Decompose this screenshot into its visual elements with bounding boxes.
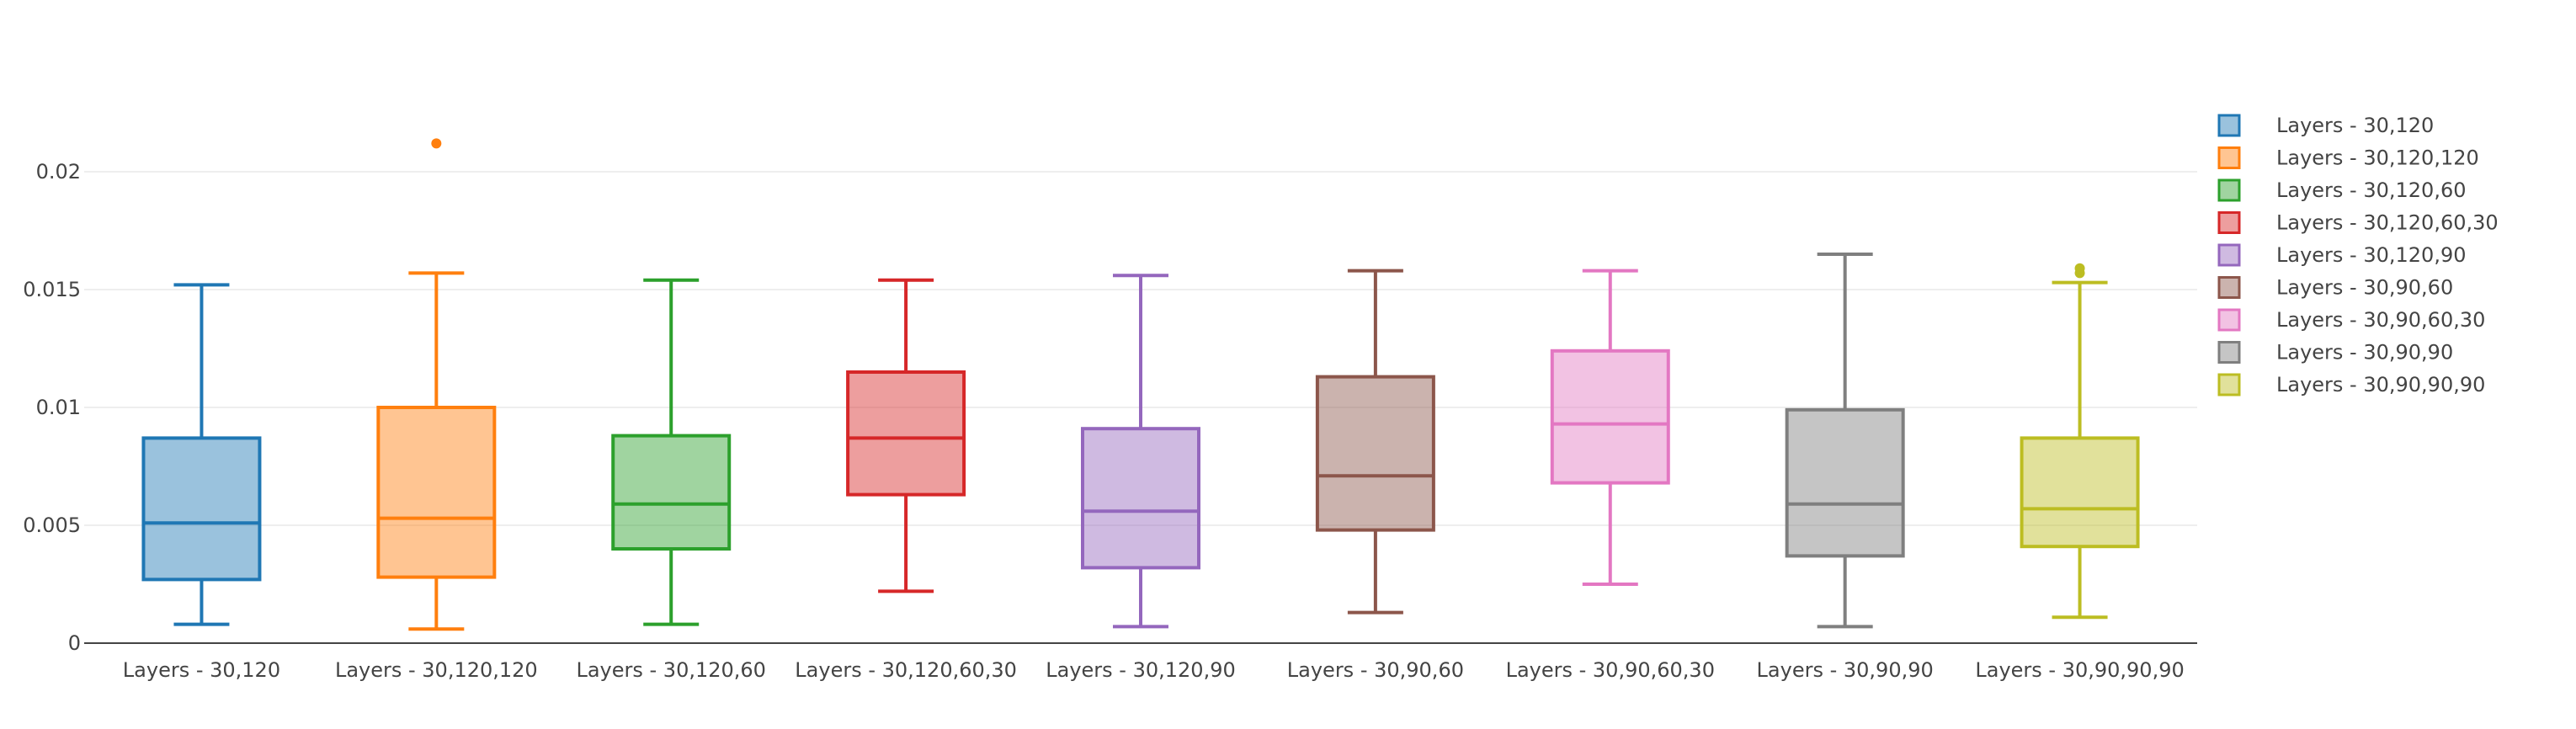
outlier-point[interactable] [431,138,442,149]
legend-item[interactable]: Layers - 30,120,90 [2217,243,2466,267]
y-tick-label: 0.01 [36,396,81,419]
x-tick-label: Layers - 30,120,120 [335,658,538,682]
legend-swatch [2217,373,2241,396]
box-group [2020,263,2140,620]
box-group [1785,253,1905,629]
box-group [611,278,732,626]
y-axis-ticks: 0 0.005 0.01 0.015 0.02 [23,160,81,655]
legend[interactable]: Layers - 30,120 Layers - 30,120,120 Layers… [2217,114,2499,396]
legend-item[interactable]: Layers - 30,120 [2217,114,2434,137]
legend-item[interactable]: Layers - 30,120,120 [2217,146,2479,170]
y-tick-label: 0 [68,631,81,655]
legend-label: Layers - 30,120,60 [2276,178,2466,202]
boxes [141,138,2140,631]
x-tick-label: Layers - 30,90,60 [1287,658,1464,682]
box-group [1550,269,1670,586]
box-iqr[interactable] [611,434,732,551]
legend-label: Layers - 30,90,90,90 [2276,373,2485,396]
x-tick-label: Layers - 30,90,90,90 [1975,658,2184,682]
box-group [846,278,966,593]
x-tick-label: Layers - 30,120,60 [576,658,765,682]
box-iqr[interactable] [376,406,497,579]
box-iqr[interactable] [1081,427,1200,570]
legend-swatch [2217,341,2241,364]
legend-swatch [2217,146,2241,169]
legend-swatch [2217,276,2241,299]
box-group [1315,269,1435,615]
legend-label: Layers - 30,90,90 [2276,341,2453,364]
x-tick-label: Layers - 30,120,90 [1046,658,1235,682]
box-iqr[interactable] [141,436,262,582]
legend-swatch [2217,114,2241,137]
x-tick-label: Layers - 30,120 [123,658,280,682]
y-tick-label: 0.02 [36,160,81,184]
legend-label: Layers - 30,90,60 [2276,276,2453,300]
legend-label: Layers - 30,120,90 [2276,243,2466,267]
legend-item[interactable]: Layers - 30,90,90,90 [2217,373,2485,396]
legend-swatch [2217,243,2241,267]
box-group [1081,274,1200,629]
box-iqr[interactable] [2020,436,2140,549]
legend-item[interactable]: Layers - 30,90,60,30 [2217,308,2485,332]
box-group [141,283,262,626]
x-tick-label: Layers - 30,90,60,30 [1506,658,1715,682]
box-group [376,138,497,631]
y-tick-label: 0.015 [23,278,81,301]
legend-item[interactable]: Layers - 30,120,60 [2217,178,2466,202]
legend-swatch [2217,211,2241,234]
legend-swatch [2217,178,2241,202]
box-iqr[interactable] [846,370,966,497]
x-axis-ticks: Layers - 30,120 Layers - 30,120,120 Layers… [123,658,2185,682]
legend-label: Layers - 30,120 [2276,114,2434,137]
legend-item[interactable]: Layers - 30,90,60 [2217,276,2453,300]
legend-swatch [2217,308,2241,332]
box-iqr[interactable] [1315,375,1435,532]
box-iqr[interactable] [1785,407,1905,558]
box-iqr[interactable] [1550,349,1670,485]
y-tick-label: 0.005 [23,513,81,537]
outlier-point[interactable] [2074,263,2085,274]
legend-item[interactable]: Layers - 30,90,90 [2217,341,2453,364]
legend-item[interactable]: Layers - 30,120,60,30 [2217,211,2499,235]
legend-label: Layers - 30,120,60,30 [2276,211,2499,235]
legend-label: Layers - 30,120,120 [2276,146,2479,170]
legend-label: Layers - 30,90,60,30 [2276,308,2485,332]
x-tick-label: Layers - 30,120,60,30 [795,658,1017,682]
x-tick-label: Layers - 30,90,90 [1757,658,1934,682]
